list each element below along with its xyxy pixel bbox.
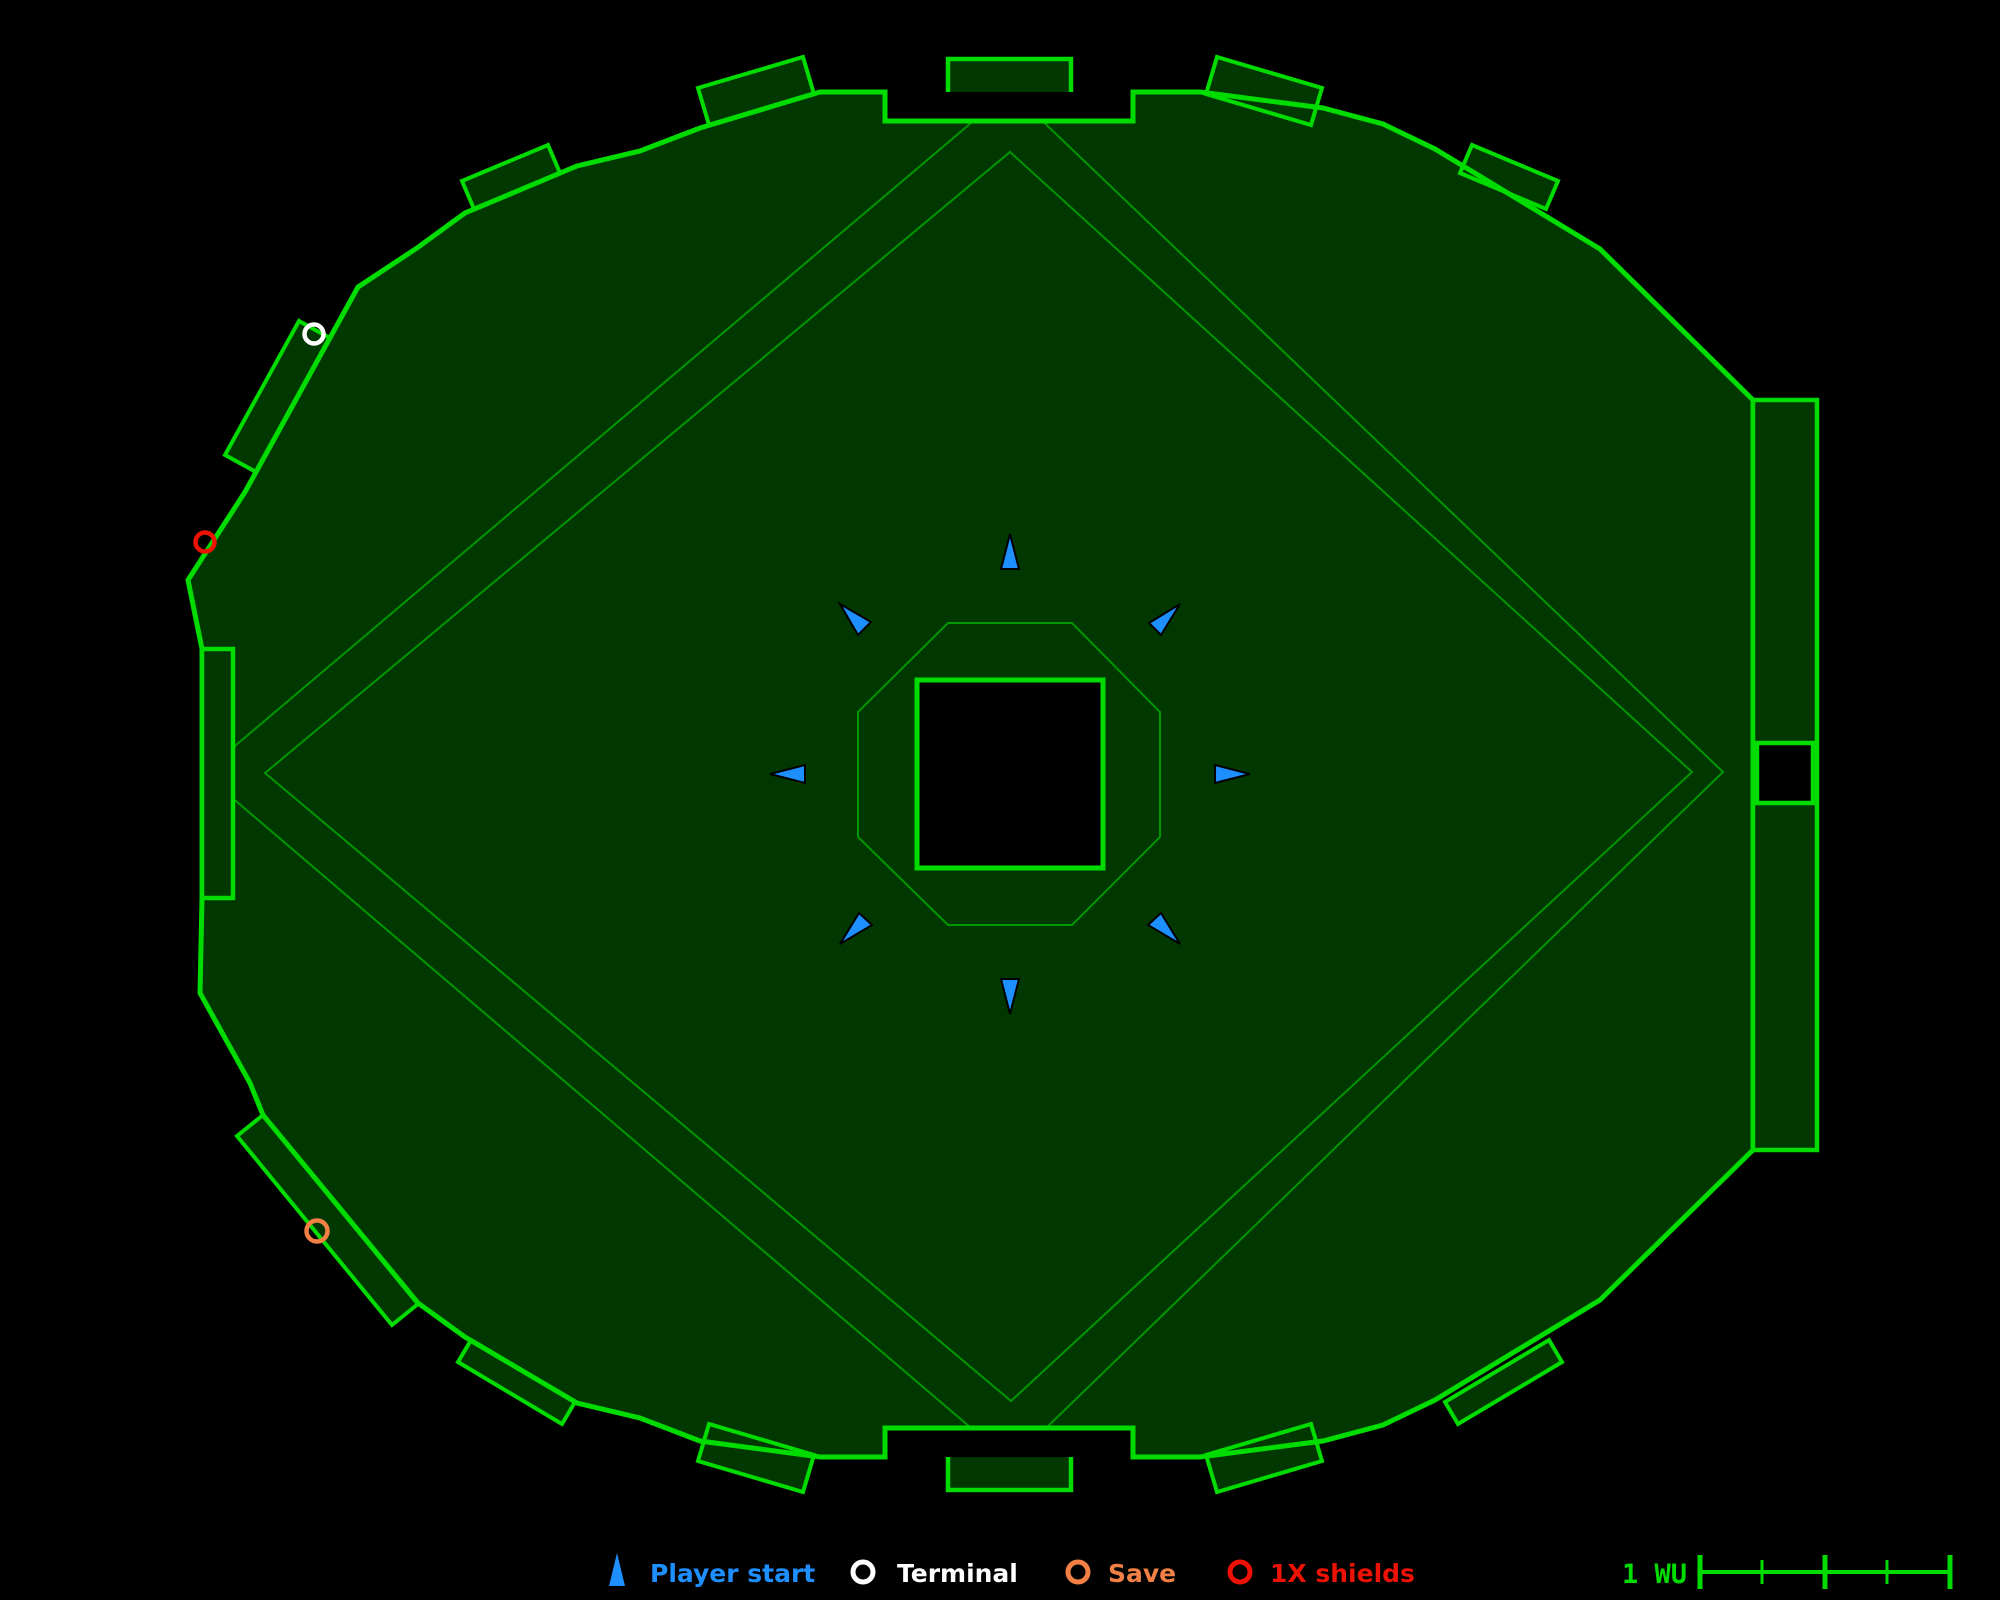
player-start-marker-5[interactable] [839,911,874,945]
left-alcove [199,646,236,901]
player-start-marker-4[interactable] [999,978,1021,1015]
legend: Player start Terminal Save 1X shields [609,1553,1415,1588]
legend-label-shields: 1X shields [1270,1559,1415,1588]
player-start-marker-3[interactable] [1146,911,1181,945]
inner-diamond-line [263,150,1694,1403]
player-start-marker-6[interactable] [769,763,806,785]
terminal-marker[interactable] [302,322,326,346]
central-pit [914,677,1106,871]
castle-tab-wall-1 [945,1457,1074,1493]
legend-save-icon [1065,1559,1091,1585]
shields-marker[interactable] [193,530,217,554]
wall-tab-9 [1442,1337,1565,1427]
legend-label-save: Save [1108,1559,1176,1588]
player-start-marker-7[interactable] [837,601,873,637]
player-start-marker-0[interactable] [999,533,1021,570]
outer-diamond-line [201,92,1725,1457]
wall-tab-8 [1203,1421,1325,1495]
castle-tab-fill-0 [948,59,1071,92]
right-corridor-gap [1754,740,1816,806]
wall-tab-4 [1457,142,1561,212]
player-start-marker-2[interactable] [1214,763,1251,785]
legend-shields-icon [1227,1559,1253,1585]
wall-tab-3 [1203,54,1325,128]
castle-tab-fill-1 [948,1457,1071,1490]
legend-label-terminal: Terminal [897,1559,1018,1588]
arena-boundary-wall [185,89,1756,1460]
castle-tab-wall-0 [945,56,1074,92]
legend-terminal-icon [850,1559,876,1585]
scale-bar: 1 WU [1622,1555,1953,1590]
save-marker[interactable] [304,1218,330,1244]
player-start-marker-1[interactable] [1147,603,1181,637]
legend-label-player-start: Player start [650,1559,815,1588]
central-octagon-line [857,622,1161,926]
scale-bar-label: 1 WU [1622,1559,1687,1590]
wall-tab-5 [695,1421,817,1495]
legend-player-start-icon [609,1553,625,1586]
